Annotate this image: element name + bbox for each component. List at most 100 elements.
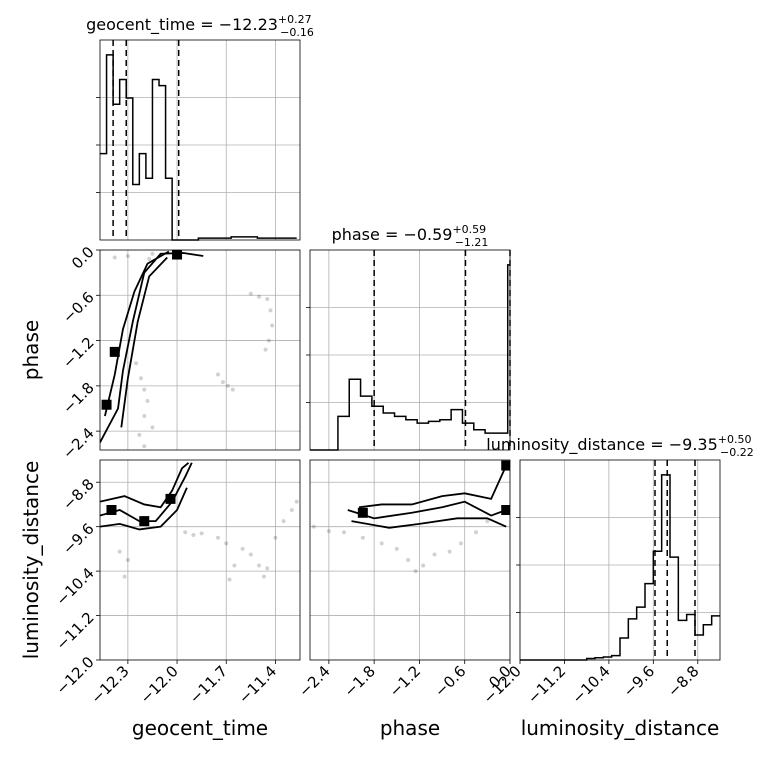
sample-point [117,549,122,554]
sample-point [142,387,147,392]
sample-point [311,524,316,529]
panel-title-luminosity_distance: luminosity_distance = −9.35+0.50 −0.22 [486,433,753,459]
sample-point [270,323,275,328]
sample-point [266,338,271,343]
y-ticks-luminosity_distance: −12.0−11.2−10.4−9.6−8.8 [52,475,100,698]
scatter-panel-phase-vs-luminosity_distance [309,459,511,661]
sample-point [145,398,150,403]
sample-point [281,519,286,524]
x-tick-label: −10.4 [568,662,613,707]
x-ticks-luminosity_distance: −12.0 −11.2 −10.4 −9.6 −8.8 [480,660,703,707]
sample-point [216,372,221,377]
density-peak [172,250,183,260]
contour-line [347,500,507,520]
sample-point [134,361,139,366]
sample-point [232,563,237,568]
x-tick-label: −11.4 [235,662,280,707]
contour-line [100,487,188,531]
panel-title-geocent_time: geocent_time = −12.23+0.27 −0.16 [86,13,314,39]
x-tick-label: −0.6 [431,662,469,700]
x-ticks-geocent_time: −12.3 −12.0 −11.7 −11.4 [87,660,280,707]
y-ticks-phase: −2.4 −1.8 −1.2 −0.6 0.0 [59,243,100,463]
contour-line [120,256,168,428]
histogram-geocent_time [100,54,297,241]
panel-frame [99,459,301,661]
sample-point [125,254,130,259]
sample-point [341,530,346,535]
sample-point [257,563,262,568]
x-tick-label: −1.2 [386,662,424,700]
sample-point [248,291,253,296]
x-tick-label: −11.2 [524,662,569,707]
sample-point [257,294,262,299]
x-tick-label: −11.7 [186,662,231,707]
sample-point [224,541,229,546]
x-tick-label: −1.8 [340,662,378,700]
x-axis-label-geocent_time: geocent_time [132,716,268,740]
panel-frame [519,459,721,661]
panel-content [310,460,510,660]
hist-panel-phase: phase = −0.59+0.59 −1.21 [306,223,511,451]
sample-point [248,552,253,557]
sample-point [485,519,490,524]
hist-panel-geocent_time: geocent_time = −12.23+0.27 −0.16 [86,13,314,241]
panel-frame [99,39,301,241]
sample-point [138,376,143,381]
sample-point [225,383,230,388]
hist-panel-luminosity_distance: luminosity_distance = −9.35+0.50 −0.22 [486,433,754,661]
x-tick-label: −2.4 [295,662,333,700]
contour-line [351,517,507,529]
sample-point [447,549,452,554]
sample-point [294,499,299,504]
sample-point [458,541,463,546]
sample-point [227,577,232,582]
sample-point [326,529,331,534]
sample-point [394,546,399,551]
sample-point [273,535,278,540]
sample-point [413,569,418,574]
density-peak [357,507,368,518]
y-tick-label: −8.8 [59,475,97,513]
y-tick-label: −0.6 [59,288,97,326]
panel-title-phase: phase = −0.59+0.59 −1.21 [332,223,489,249]
sample-point [379,541,384,546]
sample-point [265,297,270,302]
y-tick-label: −2.4 [59,424,97,462]
sample-point [406,558,411,562]
panel-frame [99,249,301,451]
x-tick-label: −12.0 [137,662,182,707]
contour-line [358,465,508,509]
y-tick-label: −10.4 [52,564,97,609]
density-peak [101,399,112,410]
histogram-luminosity_distance [520,474,720,661]
density-peak [501,505,510,515]
contour-line [100,462,190,509]
y-tick-label: 0.0 [68,243,98,273]
panel-content [100,460,300,660]
y-axis-label-phase: phase [19,320,43,380]
sample-point [432,552,437,557]
contour-line [104,250,170,417]
sample-point [265,566,270,571]
sample-point [421,563,426,568]
sample-point [191,533,196,537]
sample-point [268,308,273,313]
y-tick-label: −1.8 [59,379,97,417]
sample-point [240,546,245,551]
sample-point [150,251,155,256]
histogram-phase [310,264,510,451]
sample-point [125,558,130,562]
density-peak [109,346,120,357]
sample-point [199,531,204,536]
panel-frame [309,459,511,661]
sample-point [150,425,155,430]
y-tick-label: −1.2 [59,333,97,371]
sample-point [474,530,479,535]
sample-point [183,530,188,535]
sample-point [216,535,221,540]
sample-point [137,432,142,437]
sample-point [289,508,294,512]
sample-point [360,535,365,540]
sample-point [220,380,225,385]
